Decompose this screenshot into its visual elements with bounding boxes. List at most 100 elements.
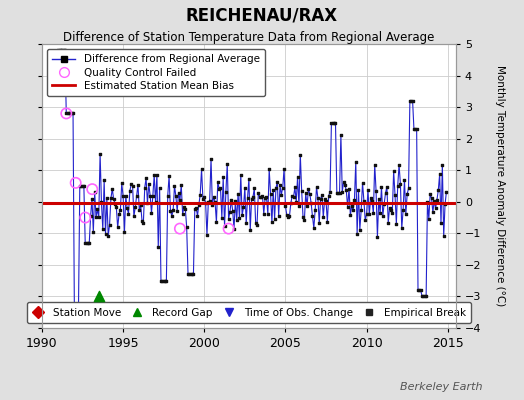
Point — [388, 210, 397, 216]
Point — [151, 199, 160, 206]
Point — [143, 200, 151, 206]
Point — [228, 207, 237, 214]
Point — [353, 231, 362, 237]
Point — [295, 203, 303, 210]
Point — [266, 190, 275, 197]
Point — [289, 194, 298, 200]
Point — [146, 192, 155, 199]
Point — [108, 186, 116, 192]
Point — [191, 206, 199, 212]
Point — [81, 240, 90, 246]
Point — [78, 183, 86, 189]
Legend: Station Move, Record Gap, Time of Obs. Change, Empirical Break: Station Move, Record Gap, Time of Obs. C… — [27, 302, 471, 323]
Point — [330, 120, 339, 126]
Point — [150, 172, 158, 178]
Point — [259, 210, 268, 217]
Point — [185, 271, 193, 278]
Point — [247, 195, 256, 202]
Point — [226, 208, 234, 215]
Point — [136, 202, 145, 208]
Text: REICHENAU/RAX: REICHENAU/RAX — [186, 6, 338, 24]
Point — [172, 193, 180, 199]
Point — [117, 180, 126, 187]
Point — [357, 207, 365, 213]
Point — [169, 207, 177, 214]
Point — [63, 110, 72, 117]
Point — [224, 216, 233, 222]
Point — [115, 211, 123, 218]
Point — [396, 181, 405, 187]
Point — [68, 110, 76, 117]
Point — [385, 204, 394, 211]
Point — [58, 47, 67, 54]
Point — [442, 188, 451, 195]
Point — [400, 176, 409, 183]
Point — [421, 293, 429, 300]
Point — [395, 162, 403, 168]
Point — [307, 200, 315, 206]
Point — [373, 234, 381, 240]
Point — [196, 192, 204, 198]
Point — [305, 190, 314, 197]
Point — [411, 126, 420, 132]
Point — [269, 187, 277, 194]
Point — [394, 183, 402, 189]
Point — [70, 309, 79, 316]
Point — [73, 309, 81, 316]
Point — [122, 193, 130, 199]
Point — [369, 210, 378, 216]
Point — [282, 212, 291, 218]
Point — [424, 216, 433, 222]
Point — [437, 220, 445, 226]
Point — [350, 197, 358, 204]
Point — [298, 188, 306, 194]
Point — [80, 183, 88, 189]
Point — [345, 186, 353, 192]
Point — [176, 225, 184, 232]
Point — [261, 194, 269, 201]
Point — [415, 287, 423, 293]
Point — [204, 199, 213, 206]
Point — [426, 190, 434, 197]
Point — [69, 110, 77, 117]
Point — [157, 278, 165, 284]
Point — [170, 183, 179, 189]
Point — [254, 190, 263, 196]
Point — [308, 213, 316, 220]
Point — [161, 278, 169, 284]
Point — [280, 166, 288, 172]
Point — [377, 184, 386, 190]
Point — [314, 195, 322, 201]
Point — [440, 232, 448, 239]
Point — [163, 192, 172, 199]
Point — [250, 185, 258, 192]
Point — [227, 197, 235, 203]
Point — [431, 205, 440, 212]
Point — [347, 203, 356, 209]
Point — [207, 156, 215, 162]
Point — [57, 47, 65, 54]
Point — [318, 192, 326, 198]
Point — [379, 212, 387, 219]
Point — [303, 202, 311, 209]
Point — [264, 211, 272, 217]
Point — [199, 196, 207, 202]
Point — [177, 182, 185, 188]
Point — [65, 110, 73, 117]
Point — [89, 228, 97, 235]
Point — [352, 158, 360, 165]
Point — [343, 204, 352, 210]
Point — [182, 224, 191, 230]
Point — [323, 218, 332, 225]
Point — [301, 190, 310, 197]
Point — [230, 226, 238, 232]
Point — [127, 181, 135, 187]
Point — [156, 184, 164, 191]
Point — [192, 204, 200, 211]
Point — [84, 240, 92, 246]
Point — [97, 199, 106, 205]
Point — [99, 226, 107, 232]
Point — [149, 192, 157, 199]
Point — [245, 176, 253, 182]
Point — [329, 120, 337, 126]
